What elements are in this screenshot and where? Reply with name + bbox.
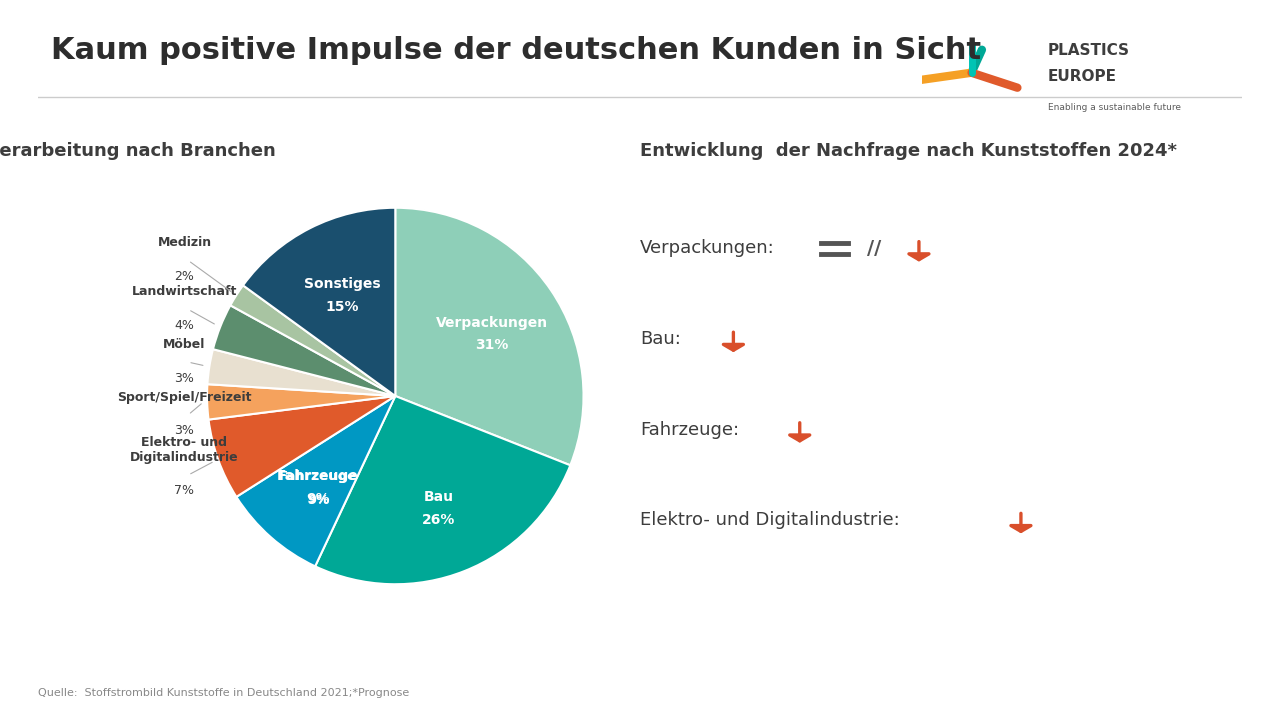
Text: 3%: 3% — [174, 424, 195, 437]
Text: Fahrzeuge: Fahrzeuge — [279, 469, 357, 482]
Text: Sonstiges: Sonstiges — [303, 277, 380, 292]
Text: PLASTICS: PLASTICS — [1048, 43, 1130, 58]
Wedge shape — [209, 396, 396, 497]
Text: 7%: 7% — [174, 485, 195, 498]
Text: Fahrzeuge: Fahrzeuge — [278, 469, 358, 483]
Text: Sport/Spiel/Freizeit: Sport/Spiel/Freizeit — [118, 390, 252, 403]
Text: 9%: 9% — [306, 492, 330, 505]
Text: Enabling a sustainable future: Enabling a sustainable future — [1048, 103, 1181, 112]
Text: 31%: 31% — [475, 338, 508, 353]
Text: 26%: 26% — [421, 513, 454, 526]
Text: Elektro- und Digitalindustrie:: Elektro- und Digitalindustrie: — [640, 511, 900, 529]
Text: Verpackungen: Verpackungen — [435, 316, 548, 330]
Text: Quelle:  Stoffstrombild Kunststoffe in Deutschland 2021;*Prognose: Quelle: Stoffstrombild Kunststoffe in De… — [38, 688, 410, 698]
Wedge shape — [212, 305, 396, 396]
Text: Landwirtschaft: Landwirtschaft — [132, 285, 237, 298]
Text: Möbel: Möbel — [164, 338, 206, 351]
Text: Entwicklung  der Nachfrage nach Kunststoffen 2024*: Entwicklung der Nachfrage nach Kunststof… — [640, 142, 1178, 160]
Wedge shape — [243, 208, 396, 396]
Text: 4%: 4% — [174, 319, 195, 332]
Wedge shape — [230, 285, 396, 396]
Text: Anteil der Kunststoffverarbeitung nach Branchen: Anteil der Kunststoffverarbeitung nach B… — [0, 143, 275, 161]
Text: 3%: 3% — [174, 372, 195, 384]
Wedge shape — [396, 208, 584, 465]
Text: 9%: 9% — [307, 494, 329, 507]
Text: Kaum positive Impulse der deutschen Kunden in Sicht: Kaum positive Impulse der deutschen Kund… — [51, 36, 982, 65]
Wedge shape — [315, 396, 571, 584]
Text: Bau:: Bau: — [640, 330, 681, 348]
Wedge shape — [207, 384, 396, 420]
Text: 15%: 15% — [325, 300, 360, 314]
Wedge shape — [207, 349, 396, 396]
Text: Fahrzeuge:: Fahrzeuge: — [640, 420, 739, 438]
Text: Medizin: Medizin — [157, 236, 211, 249]
Text: 2%: 2% — [174, 270, 195, 283]
Text: //: // — [867, 239, 881, 258]
Text: Verpackungen:: Verpackungen: — [640, 239, 774, 257]
Wedge shape — [237, 396, 396, 567]
Text: Elektro- und
Digitalindustrie: Elektro- und Digitalindustrie — [131, 436, 239, 464]
Text: EUROPE: EUROPE — [1048, 69, 1117, 84]
Text: Bau: Bau — [424, 490, 453, 504]
